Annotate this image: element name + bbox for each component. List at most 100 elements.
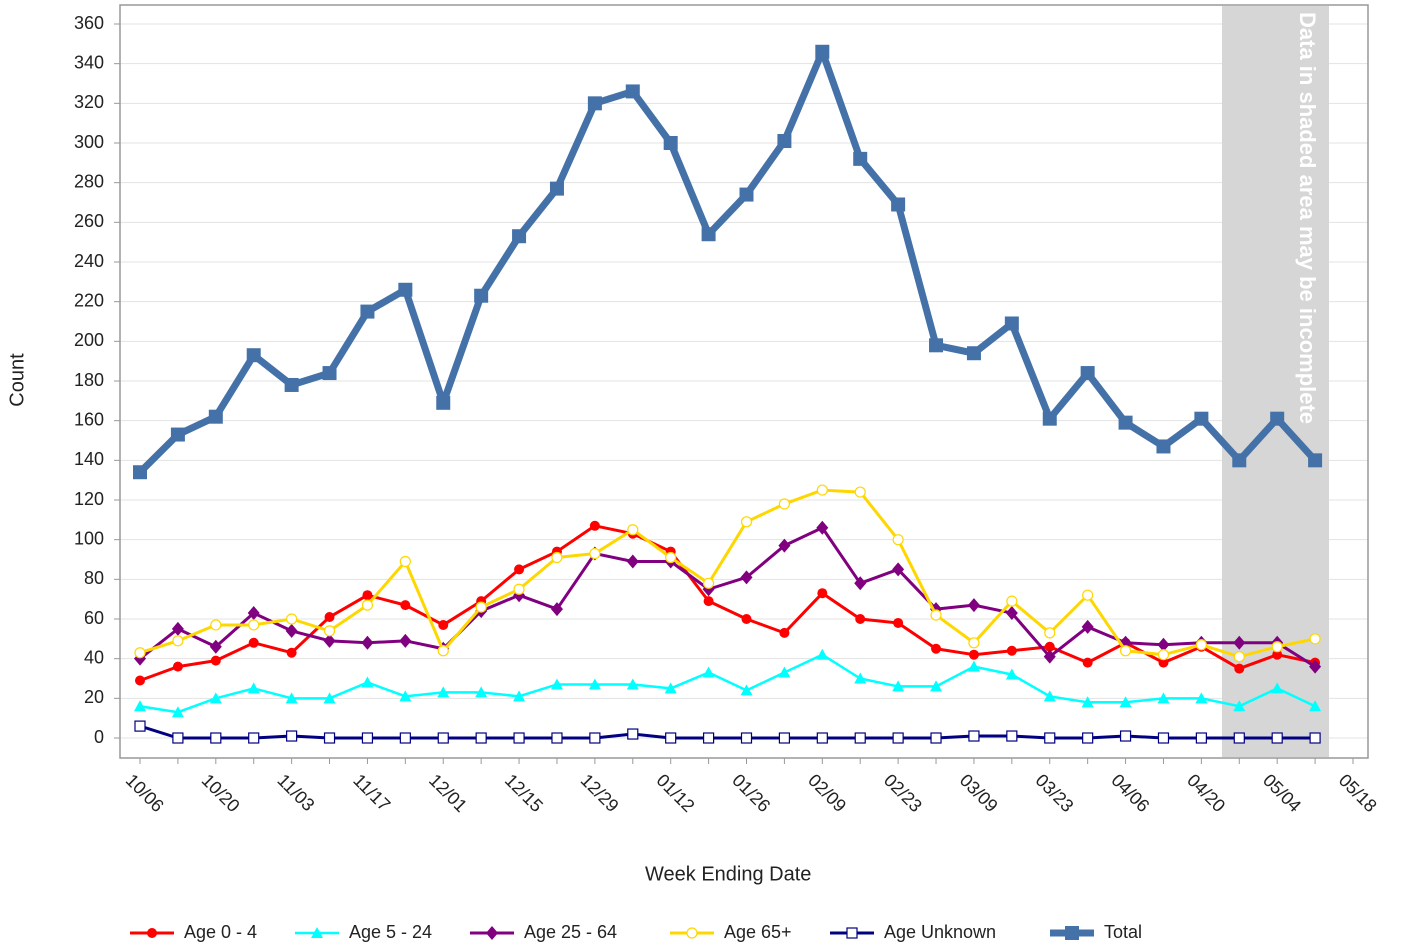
series <box>135 520 1321 686</box>
marker <box>815 44 830 59</box>
marker <box>777 134 792 149</box>
marker <box>247 682 260 694</box>
marker <box>170 427 185 442</box>
x-tick-label: 12/15 <box>501 770 547 816</box>
line <box>139 653 1316 714</box>
marker <box>625 84 640 99</box>
line <box>139 488 1316 659</box>
marker <box>1308 453 1323 468</box>
marker <box>740 516 753 528</box>
x-tick-label: 10/06 <box>122 770 168 816</box>
y-tick-label: 340 <box>74 52 104 72</box>
marker <box>399 732 411 744</box>
marker <box>855 614 866 624</box>
marker <box>589 520 600 531</box>
marker <box>284 377 299 392</box>
x-tick-label: 10/20 <box>198 770 244 816</box>
marker <box>209 639 222 654</box>
incomplete-shade <box>1222 6 1329 757</box>
marker <box>437 645 449 657</box>
marker <box>1006 730 1018 742</box>
marker <box>778 732 791 744</box>
marker <box>210 655 221 666</box>
marker <box>1157 649 1170 661</box>
marker <box>437 686 450 698</box>
x-tick-label: 03/23 <box>1032 770 1078 816</box>
line <box>139 524 1316 682</box>
marker <box>512 229 527 244</box>
marker <box>1233 651 1245 663</box>
marker <box>286 730 298 742</box>
marker <box>891 197 906 212</box>
marker <box>134 647 146 659</box>
marker <box>1082 657 1093 668</box>
marker <box>740 570 753 585</box>
x-tick-label: 01/26 <box>728 770 774 816</box>
x-tick-label: 12/01 <box>425 770 471 816</box>
marker <box>892 732 904 744</box>
marker <box>399 633 412 648</box>
marker <box>1081 619 1094 634</box>
marker <box>703 596 714 607</box>
marker <box>1081 696 1094 708</box>
marker <box>1157 732 1170 744</box>
marker <box>1082 732 1094 744</box>
marker <box>702 577 715 589</box>
marker <box>246 348 261 363</box>
marker <box>513 732 525 744</box>
marker <box>1270 411 1285 426</box>
x-axis-label: Week Ending Date <box>645 863 811 885</box>
marker <box>549 181 564 196</box>
marker <box>778 498 791 510</box>
line <box>137 48 1318 475</box>
marker <box>551 732 563 744</box>
marker <box>1195 692 1208 704</box>
marker <box>931 643 942 654</box>
marker <box>286 613 298 625</box>
marker <box>665 732 677 744</box>
legend-label: Total <box>1104 922 1142 942</box>
x-tick-label: 12/29 <box>577 770 623 816</box>
marker <box>172 661 183 672</box>
x-tick-label: 05/18 <box>1335 770 1381 816</box>
marker <box>1043 649 1056 664</box>
marker <box>1082 589 1094 601</box>
marker <box>436 395 451 410</box>
marker <box>285 692 298 704</box>
marker <box>361 732 374 744</box>
marker <box>1309 732 1321 744</box>
marker <box>514 564 525 575</box>
marker <box>147 928 157 938</box>
marker <box>1309 700 1322 712</box>
y-tick-label: 240 <box>74 251 104 271</box>
marker <box>1271 641 1283 653</box>
y-tick-label: 220 <box>74 290 104 310</box>
marker <box>701 227 716 242</box>
marker <box>1157 637 1170 652</box>
marker <box>247 606 260 621</box>
marker <box>1042 411 1057 426</box>
marker <box>323 625 336 637</box>
marker <box>1118 415 1133 430</box>
marker <box>663 136 678 150</box>
marker <box>1233 700 1246 712</box>
y-tick-label: 360 <box>74 13 104 33</box>
marker <box>1195 639 1207 651</box>
marker <box>361 676 374 688</box>
y-tick-label: 160 <box>74 409 104 429</box>
marker <box>1119 730 1132 742</box>
marker <box>1065 926 1079 940</box>
y-tick-label: 120 <box>74 489 104 509</box>
marker <box>686 927 698 939</box>
marker <box>854 672 867 684</box>
marker <box>740 732 753 744</box>
marker <box>1309 633 1321 645</box>
line <box>139 724 1316 740</box>
x-tick-label: 11/03 <box>273 770 318 815</box>
marker <box>1006 645 1017 656</box>
marker <box>210 619 222 631</box>
marker <box>816 520 829 535</box>
marker <box>740 684 753 696</box>
marker <box>626 678 639 690</box>
marker <box>171 621 184 636</box>
